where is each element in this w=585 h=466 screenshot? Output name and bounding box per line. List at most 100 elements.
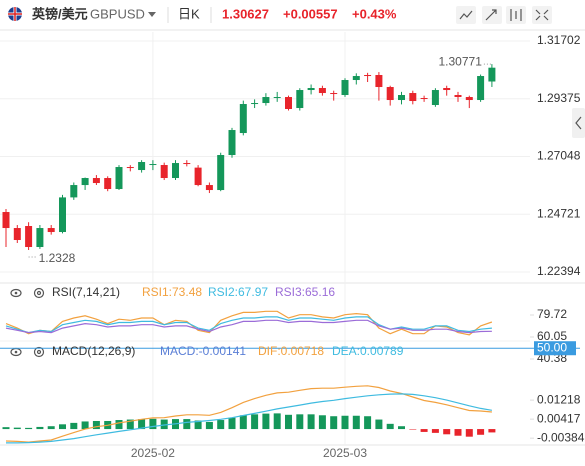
candle-body — [70, 185, 78, 198]
candle-body — [477, 76, 485, 101]
histogram-bar — [420, 429, 428, 432]
candle-body — [296, 90, 304, 109]
candle-body — [126, 167, 134, 169]
y-tick-label: 1.22394 — [537, 264, 581, 278]
button[interactable] — [482, 6, 502, 24]
histogram-bar — [13, 427, 21, 430]
histogram-bar — [296, 414, 304, 430]
histogram-bar — [431, 429, 439, 433]
y-tick-label: 1.27048 — [537, 149, 581, 163]
histogram-bar — [465, 429, 473, 437]
indicator-line — [5, 310, 493, 336]
x-tick-label: 2025-02 — [131, 446, 175, 460]
price-change: +0.00557 — [283, 6, 338, 21]
candle-body — [194, 167, 202, 186]
histogram-bar — [228, 417, 236, 430]
side-tab[interactable] — [572, 108, 585, 138]
histogram-bar — [318, 415, 326, 430]
candle-body — [2, 212, 10, 229]
indicator-line — [5, 316, 492, 334]
candle-body — [115, 167, 123, 190]
histogram-bar — [285, 414, 292, 430]
period[interactable]: 日K — [178, 6, 200, 21]
y-tick-label: 0.00417 — [537, 411, 581, 425]
candle-body — [285, 97, 292, 110]
histogram-bar — [262, 413, 270, 430]
legend-entry: MACD:-0.00141 — [160, 344, 246, 358]
candle-body — [454, 95, 462, 98]
dropdown-arrow[interactable] — [148, 12, 156, 17]
candle-body — [465, 97, 473, 101]
candle-body — [13, 228, 21, 241]
indicator-line — [5, 319, 492, 334]
y-tick-label: 50.00 — [537, 340, 567, 354]
candle-body — [352, 76, 360, 81]
y-tick-label: 1.24721 — [537, 206, 581, 220]
histogram-bar — [330, 416, 338, 430]
candle-body — [239, 104, 247, 134]
histogram-bar — [70, 422, 78, 430]
candle-body — [273, 97, 281, 99]
histogram-bar — [409, 429, 417, 430]
histogram-bar — [205, 421, 213, 430]
candle-body — [262, 97, 270, 104]
indicator-line — [5, 385, 492, 443]
candle-body — [205, 185, 213, 191]
legend-entry: DEA:0.00789 — [332, 344, 404, 358]
last-price: 1.30627 — [222, 6, 269, 21]
y-tick-label: 1.29375 — [537, 91, 581, 105]
symbol-name: 英镑/美元 — [31, 6, 88, 21]
histogram-bar — [307, 414, 315, 430]
histogram-bar — [36, 426, 44, 430]
low-annotation: 1.2328 — [39, 251, 76, 265]
x-tick-label: 2025-03 — [323, 446, 367, 460]
flag-icon — [8, 7, 22, 21]
legend-entry: RSI2:67.97 — [208, 285, 268, 299]
candle-body — [409, 93, 417, 102]
histogram-bar — [160, 419, 168, 430]
histogram-bar — [443, 429, 451, 435]
histogram-bar — [59, 424, 66, 430]
candle-body — [330, 93, 338, 95]
histogram-bar — [81, 421, 89, 430]
price-change-pct: +0.43% — [352, 6, 397, 21]
histogram-bar — [47, 426, 55, 430]
candle-body — [59, 197, 66, 233]
indicator-title: MACD(12,26,9) — [52, 344, 135, 358]
candle-body — [443, 88, 451, 91]
candle-body — [47, 228, 55, 233]
candle-body — [172, 163, 179, 179]
histogram-bar — [149, 418, 157, 430]
histogram-bar — [341, 415, 349, 430]
histogram-bar — [183, 419, 191, 430]
candle-body — [251, 103, 259, 105]
histogram-bar — [25, 427, 33, 430]
legend-entry: RSI1:73.48 — [142, 285, 202, 299]
histogram-bar — [398, 426, 405, 430]
indicator-line — [6, 393, 492, 444]
legend-entry: RSI3:65.16 — [275, 285, 335, 299]
histogram-bar — [217, 420, 225, 430]
high-annotation: 1.30771 — [439, 54, 483, 68]
candle-body — [341, 80, 349, 96]
y-tick-label: 60.05 — [537, 329, 567, 343]
histogram-bar — [92, 420, 100, 430]
y-tick-label: 1.31702 — [537, 33, 581, 47]
histogram-bar — [477, 429, 485, 435]
candle-body — [398, 95, 405, 101]
candle-body — [25, 226, 33, 248]
button[interactable] — [456, 6, 476, 24]
button[interactable] — [532, 6, 552, 24]
toolbar-buttons[interactable] — [456, 6, 552, 24]
candle-body — [81, 178, 89, 186]
histogram-bar — [488, 429, 496, 433]
histogram-bar — [239, 415, 247, 430]
histogram-bar — [364, 416, 372, 430]
candle-body — [375, 75, 383, 88]
symbol-code[interactable]: GBPUSD — [90, 6, 145, 21]
candle-body — [386, 87, 394, 101]
candle-body — [307, 88, 315, 91]
candle-body — [160, 165, 168, 179]
